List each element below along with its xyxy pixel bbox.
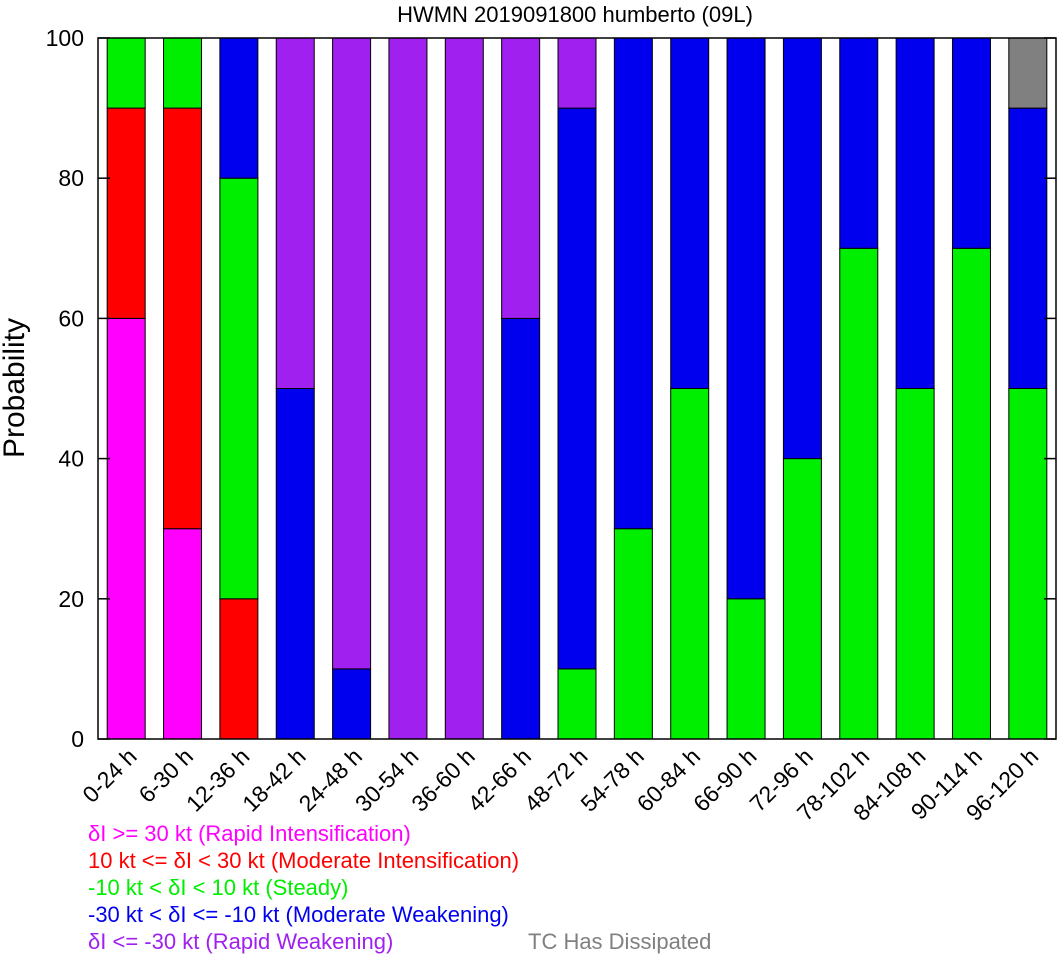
- chart-title: HWMN 2019091800 humberto (09L): [397, 2, 753, 27]
- legend-item: TC Has Dissipated: [528, 929, 712, 954]
- bar-segment-6-30h-s1: [163, 107, 203, 530]
- bar-segment-96-120h-s5: [1008, 37, 1048, 109]
- bar-segment-42-66h-s4: [501, 37, 541, 319]
- bar-segment-96-120h-s3: [1008, 107, 1048, 389]
- bar-segment-72-96h-s2: [782, 458, 822, 740]
- bar-segment-6-30h-s2: [163, 37, 203, 109]
- y-tick-label: 100: [46, 25, 84, 51]
- bar-segment-30-54h-s4: [388, 37, 428, 740]
- legend-item: -10 kt < δI < 10 kt (Steady): [88, 875, 349, 900]
- bar-segment-0-24h-s0: [106, 317, 146, 740]
- bar-segment-6-30h-s0: [163, 528, 203, 740]
- bars-group: [106, 37, 1048, 740]
- y-tick-label: 80: [58, 165, 84, 191]
- bar-segment-72-96h-s3: [782, 37, 822, 460]
- bar-segment-24-48h-s4: [332, 37, 372, 670]
- bar-segment-48-72h-s3: [557, 107, 597, 670]
- bar-segment-12-36h-s3: [219, 37, 259, 179]
- bar-segment-48-72h-s4: [557, 37, 597, 109]
- bar-segment-96-120h-s2: [1008, 388, 1048, 740]
- bar-segment-18-42h-s3: [275, 388, 315, 740]
- plot-frame: [97, 37, 1057, 740]
- bar-segment-60-84h-s3: [670, 37, 710, 389]
- y-tick-label: 40: [58, 446, 84, 472]
- bar-segment-12-36h-s1: [219, 598, 259, 740]
- bar-segment-18-42h-s4: [275, 37, 315, 389]
- bar-segment-12-36h-s2: [219, 177, 259, 600]
- bar-segment-54-78h-s2: [613, 528, 653, 740]
- bar-segment-48-72h-s2: [557, 668, 597, 740]
- legend-item: δI >= 30 kt (Rapid Intensification): [88, 821, 411, 846]
- bar-segment-66-90h-s3: [726, 37, 766, 600]
- bar-segment-36-60h-s4: [444, 37, 484, 740]
- x-tick-label: 0-24 h: [77, 743, 142, 808]
- bar-segment-84-108h-s3: [895, 37, 935, 389]
- y-tick-label: 60: [58, 305, 84, 331]
- bar-segment-54-78h-s3: [613, 37, 653, 530]
- bar-segment-84-108h-s2: [895, 388, 935, 740]
- bar-segment-66-90h-s2: [726, 598, 766, 740]
- legend-item: -30 kt < δI <= -10 kt (Moderate Weakenin…: [88, 902, 509, 927]
- bar-segment-42-66h-s3: [501, 317, 541, 740]
- bar-segment-0-24h-s2: [106, 37, 146, 109]
- bar-segment-78-102h-s2: [839, 247, 879, 740]
- axes-group: [97, 37, 1057, 740]
- bar-segment-78-102h-s3: [839, 37, 879, 249]
- bar-segment-0-24h-s1: [106, 107, 146, 319]
- bar-segment-24-48h-s3: [332, 668, 372, 740]
- y-tick-label: 20: [58, 586, 84, 612]
- legend-item: 10 kt <= δI < 30 kt (Moderate Intensific…: [88, 848, 520, 873]
- bar-segment-90-114h-s3: [951, 37, 991, 249]
- bar-segment-90-114h-s2: [951, 247, 991, 740]
- y-axis-label: Probability: [0, 318, 31, 458]
- bar-segment-60-84h-s2: [670, 388, 710, 740]
- y-tick-label: 0: [71, 726, 84, 752]
- legend-item: δI <= -30 kt (Rapid Weakening): [88, 929, 394, 954]
